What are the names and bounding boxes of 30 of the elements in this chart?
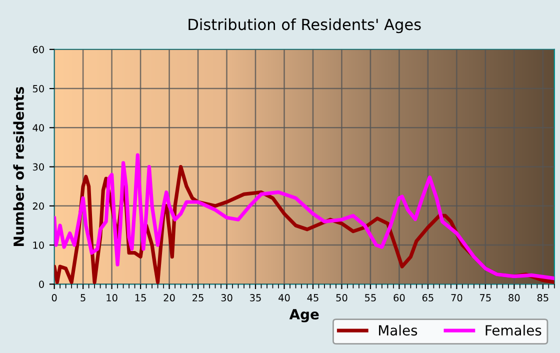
x-tick-label: 25: [192, 294, 204, 302]
x-tick-label: 65: [422, 294, 434, 302]
y-tick-label: 50: [32, 85, 44, 92]
x-tick-label: 85: [537, 294, 548, 302]
chart-title: Distribution of Residents' Ages: [188, 18, 421, 34]
x-tick-label: 15: [135, 294, 146, 302]
x-axis-title: Age: [289, 309, 319, 322]
x-tick-label: 40: [278, 294, 290, 302]
y-tick-label: 30: [32, 163, 44, 171]
y-tick-label: 60: [32, 46, 44, 54]
x-tick-label: 55: [365, 294, 376, 302]
y-axis-title: Number of residents: [13, 87, 24, 246]
y-tick-label: 40: [32, 124, 44, 132]
x-tick-label: 0: [52, 294, 57, 302]
x-tick-label: 10: [106, 294, 118, 302]
x-tick-label: 5: [80, 294, 86, 302]
y-tick-label: 0: [39, 280, 44, 288]
x-tick-label: 45: [307, 294, 318, 302]
x-tick-label: 70: [451, 294, 462, 302]
x-tick-label: 30: [221, 294, 232, 302]
legend-label: Males: [379, 324, 418, 336]
x-tick-label: 50: [336, 294, 348, 302]
x-tick-label: 20: [164, 294, 175, 302]
x-tick-label: 75: [480, 294, 491, 302]
legend-label: Females: [486, 324, 542, 336]
x-tick-label: 35: [250, 294, 261, 302]
y-tick-label: 10: [33, 242, 44, 249]
x-tick-label: 80: [508, 294, 520, 302]
x-tick-label: 60: [394, 294, 405, 302]
y-tick-label: 20: [32, 202, 44, 210]
